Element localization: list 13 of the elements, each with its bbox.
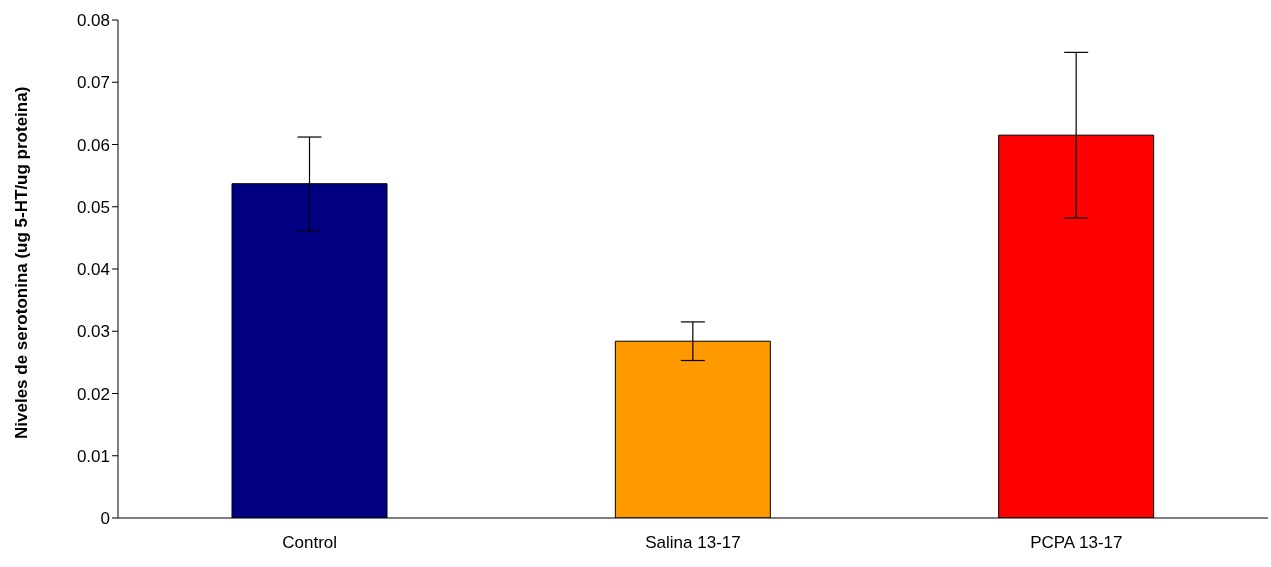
x-tick-label: Control [282,533,338,553]
x-tick-label: Salina 13-17 [645,533,741,553]
y-tick-label: 0.01 [76,446,110,466]
y-tick-label: 0.07 [76,73,110,93]
y-tick-label: 0.05 [76,197,110,217]
y-tick-label: 0 [100,509,110,529]
y-tick-label: 0.04 [76,260,110,280]
x-tick-label: PCPA 13-17 [1030,533,1123,553]
y-axis-title: Niveles de serotonina (ug 5-HT/ug proteina) [12,86,32,439]
y-tick-label: 0.02 [76,384,110,404]
y-tick-label: 0.03 [76,322,110,342]
y-tick-label: 0.06 [76,135,110,155]
y-tick-label: 0.08 [76,11,110,31]
